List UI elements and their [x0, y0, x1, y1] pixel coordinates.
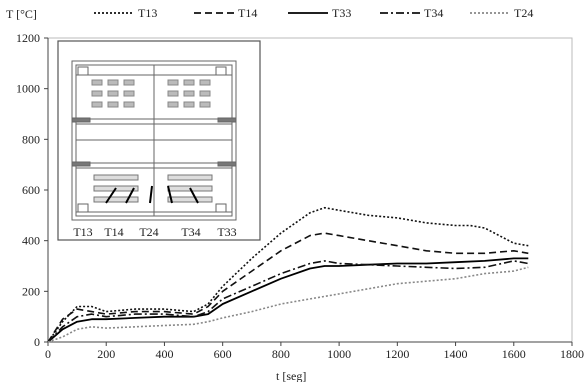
- series-line-t24: [48, 267, 528, 342]
- legend: T13 T14 T33 T34 T24: [94, 6, 533, 20]
- inset-label-t34: T34: [181, 225, 200, 239]
- y-tick-label: 1000: [16, 82, 40, 96]
- y-axis-title: T [°C]: [6, 7, 37, 21]
- inset-slot: [124, 91, 134, 96]
- x-tick-label: 1800: [560, 347, 584, 361]
- legend-label-t33: T33: [332, 6, 351, 20]
- inset-slot: [168, 102, 178, 107]
- x-tick-label: 800: [272, 347, 290, 361]
- inset-diagram: T13 T14 T24 T34 T33: [58, 41, 260, 240]
- x-tick-label: 0: [45, 347, 51, 361]
- legend-label-t14: T14: [238, 6, 257, 20]
- legend-label-t13: T13: [138, 6, 157, 20]
- inset-rail: [168, 175, 212, 180]
- inset-slot: [108, 102, 118, 107]
- inset-notch: [72, 118, 90, 122]
- inset-slot: [124, 102, 134, 107]
- inset-slot: [200, 91, 210, 96]
- y-tick-label: 0: [34, 335, 40, 349]
- inset-slot: [108, 80, 118, 85]
- x-tick-label: 400: [155, 347, 173, 361]
- x-tick-label: 1200: [385, 347, 409, 361]
- inset-slot: [168, 80, 178, 85]
- inset-label-t24: T24: [139, 225, 158, 239]
- inset-slot: [184, 102, 194, 107]
- inset-slot: [92, 91, 102, 96]
- legend-label-t34: T34: [424, 6, 443, 20]
- inset-notch: [72, 162, 90, 166]
- y-tick-label: 600: [22, 183, 40, 197]
- inset-slot: [92, 102, 102, 107]
- legend-label-t24: T24: [514, 6, 533, 20]
- inset-notch: [218, 162, 236, 166]
- y-tick-label: 1200: [16, 31, 40, 45]
- inset-label-t14: T14: [104, 225, 123, 239]
- inset-slot: [184, 80, 194, 85]
- inset-label-t33: T33: [217, 225, 236, 239]
- y-tick-label: 400: [22, 234, 40, 248]
- inset-slot: [200, 102, 210, 107]
- x-tick-label: 1000: [327, 347, 351, 361]
- y-tick-label: 200: [22, 284, 40, 298]
- inset-rail: [94, 197, 138, 202]
- x-axis-title: t [seg]: [276, 369, 306, 382]
- inset-label-t13: T13: [73, 225, 92, 239]
- inset-slot: [200, 80, 210, 85]
- inset-rail: [168, 197, 212, 202]
- inset-notch: [218, 118, 236, 122]
- inset-slot: [108, 91, 118, 96]
- series-line-t14: [48, 233, 528, 342]
- inset-slot: [124, 80, 134, 85]
- y-tick-label: 800: [22, 132, 40, 146]
- inset-slot: [168, 91, 178, 96]
- x-tick-label: 600: [214, 347, 232, 361]
- x-tick-label: 200: [97, 347, 115, 361]
- series-line-t34: [48, 261, 528, 342]
- x-tick-label: 1600: [502, 347, 526, 361]
- inset-slot: [184, 91, 194, 96]
- inset-slot: [92, 80, 102, 85]
- x-tick-label: 1400: [444, 347, 468, 361]
- inset-rail: [94, 175, 138, 180]
